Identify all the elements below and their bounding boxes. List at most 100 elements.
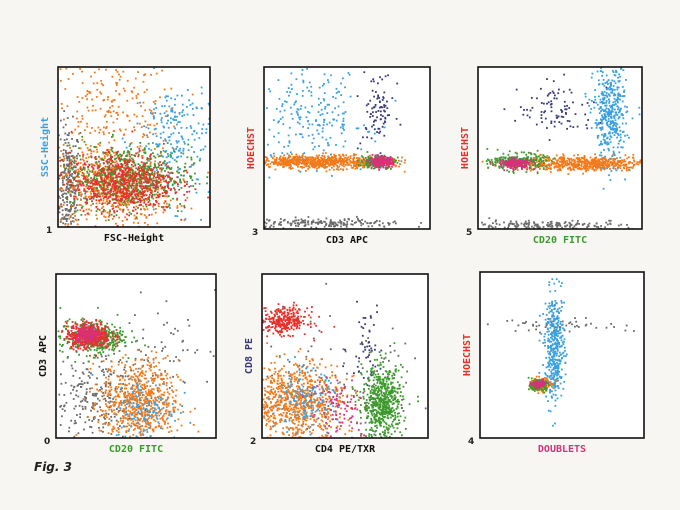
- data-point: [628, 169, 630, 171]
- data-point: [162, 125, 165, 128]
- data-point: [272, 152, 275, 155]
- data-point: [541, 121, 543, 123]
- data-point: [179, 168, 181, 170]
- data-point: [146, 187, 149, 190]
- data-point: [280, 160, 282, 163]
- data-point: [167, 195, 170, 197]
- data-point: [378, 161, 380, 164]
- data-point: [166, 153, 169, 155]
- data-point: [79, 132, 82, 134]
- data-point: [594, 95, 596, 98]
- data-point: [107, 172, 110, 175]
- data-point: [94, 174, 96, 177]
- data-point: [308, 111, 311, 114]
- data-point: [323, 166, 325, 169]
- data-point: [515, 227, 518, 229]
- data-point: [621, 95, 624, 97]
- data-point: [387, 158, 390, 160]
- data-point: [606, 124, 609, 126]
- data-point: [632, 153, 635, 156]
- data-point: [135, 175, 137, 178]
- data-point: [65, 176, 68, 178]
- data-point: [280, 158, 282, 161]
- data-point: [418, 225, 420, 228]
- data-point: [168, 187, 170, 190]
- data-point: [610, 117, 613, 120]
- data-point: [195, 191, 198, 194]
- data-point: [540, 102, 543, 104]
- data-point: [153, 67, 156, 69]
- data-point: [607, 118, 610, 120]
- data-point: [120, 162, 122, 165]
- data-point: [605, 221, 608, 224]
- data-point: [155, 201, 158, 203]
- data-point: [341, 153, 344, 156]
- data-point: [76, 163, 78, 165]
- data-point: [586, 165, 589, 168]
- data-point: [96, 172, 99, 175]
- data-point: [333, 161, 336, 163]
- data-point: [146, 171, 149, 173]
- data-point: [156, 185, 159, 188]
- data-point: [110, 169, 113, 171]
- data-point: [345, 160, 348, 163]
- data-point: [113, 215, 115, 218]
- data-point: [192, 185, 195, 187]
- data-point: [628, 136, 630, 139]
- data-point: [79, 180, 81, 183]
- data-point: [149, 188, 151, 191]
- data-point: [79, 147, 82, 150]
- data-point: [131, 130, 134, 133]
- data-point: [488, 225, 490, 228]
- data-point: [180, 135, 183, 138]
- data-point: [68, 163, 70, 166]
- data-point: [138, 170, 141, 172]
- data-point: [116, 71, 119, 73]
- data-point: [123, 158, 126, 160]
- data-point: [352, 154, 355, 157]
- data-point: [311, 123, 314, 126]
- y-axis-label: SSC-Height: [39, 117, 51, 177]
- data-point: [137, 189, 140, 191]
- data-point: [283, 218, 286, 221]
- data-point: [125, 189, 127, 191]
- data-point: [588, 98, 591, 101]
- data-point: [148, 176, 151, 179]
- data-point: [81, 205, 84, 208]
- data-point: [106, 149, 109, 151]
- data-point: [101, 174, 104, 177]
- data-point: [529, 109, 532, 112]
- data-point: [285, 101, 288, 103]
- data-point: [98, 202, 101, 205]
- data-point: [173, 150, 176, 153]
- data-point: [382, 162, 385, 165]
- data-point: [91, 182, 94, 185]
- data-point: [523, 225, 526, 228]
- data-point: [114, 185, 117, 188]
- data-point: [381, 160, 383, 163]
- data-point: [600, 128, 602, 131]
- data-point: [532, 227, 535, 229]
- data-point: [181, 136, 184, 139]
- data-point: [617, 80, 620, 83]
- data-point: [169, 172, 171, 175]
- data-point: [102, 84, 104, 87]
- data-point: [574, 113, 577, 115]
- data-point: [128, 176, 131, 179]
- data-point: [170, 117, 172, 120]
- data-point: [311, 142, 314, 144]
- data-point: [622, 140, 625, 143]
- data-point: [186, 180, 188, 183]
- data-point: [165, 167, 168, 170]
- data-point: [162, 167, 164, 170]
- data-point: [85, 178, 88, 181]
- data-point: [78, 154, 81, 157]
- data-point: [59, 188, 61, 190]
- data-point: [617, 117, 620, 120]
- data-point: [72, 187, 74, 190]
- data-point: [272, 225, 275, 228]
- data-point: [104, 196, 106, 198]
- data-point: [324, 152, 327, 154]
- data-point: [370, 137, 373, 140]
- data-point: [610, 157, 613, 160]
